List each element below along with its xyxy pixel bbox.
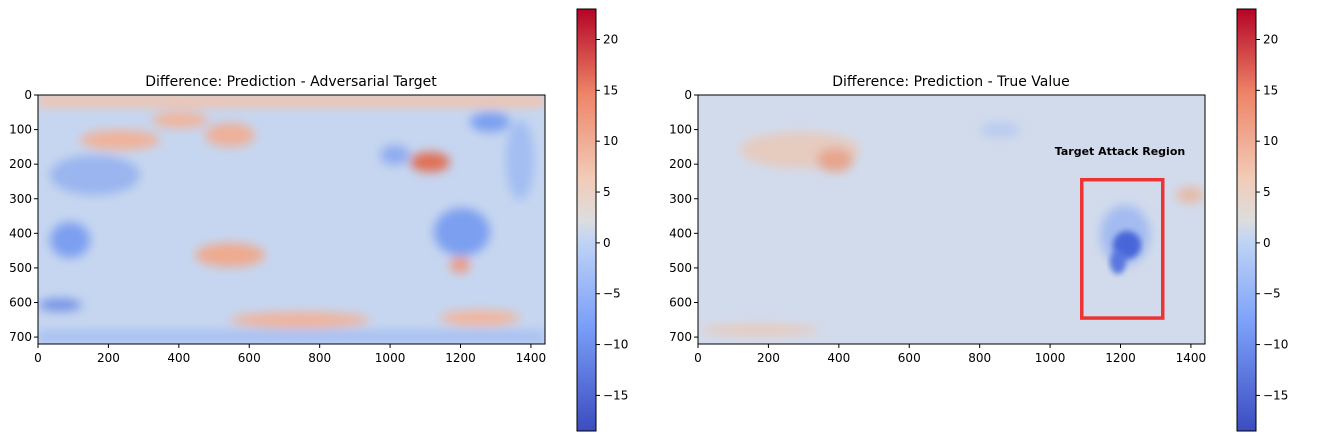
y-tick-label: 700 [9,330,32,344]
y-tick-label: 300 [9,192,32,206]
colorbar-tick-label: −5 [1263,287,1281,301]
colorbar-tick-label: 5 [1263,185,1271,199]
colorbar-tick-label: 15 [603,83,618,97]
y-tick-label: 300 [669,192,692,206]
x-tick-label: 600 [898,351,921,365]
colorbar-tick-label: −15 [603,388,628,402]
x-tick-label: 200 [757,351,780,365]
target-attack-region-box [1080,177,1165,320]
y-tick-label: 600 [669,296,692,310]
colorbar-tick-label: 20 [603,33,618,47]
panel-1-x-ticks: 0 200 400 600 800 1000 1200 1400 [34,344,546,365]
colorbar-tick-label: 0 [603,236,611,250]
y-tick-label: 100 [669,123,692,137]
x-tick-label: 1400 [1176,351,1207,365]
colorbar-tick-label: 10 [603,134,618,148]
x-tick-label: 1400 [516,351,547,365]
colorbar-tick-label: 20 [1263,33,1278,47]
x-tick-label: 800 [308,351,331,365]
x-tick-label: 800 [968,351,991,365]
colorbar-tick-label: 15 [1263,83,1278,97]
panel-2-y-ticks: 0 100 200 300 400 500 600 700 [669,88,698,344]
y-tick-label: 100 [9,123,32,137]
colorbar-tick-label: 5 [603,185,611,199]
panel-2: Difference: Prediction - True Value Targ… [669,8,1288,432]
y-tick-label: 200 [669,157,692,171]
y-tick-label: 0 [684,88,692,102]
panel-2-title: Difference: Prediction - True Value [832,74,1069,90]
colorbar-tick-label: 10 [1263,134,1278,148]
y-tick-label: 0 [24,88,32,102]
x-tick-label: 600 [238,351,261,365]
panel-1-colorbar-gradient [576,8,597,432]
y-tick-label: 600 [9,296,32,310]
panel-2-colorbar-ticks: −15 −10 −5 0 5 10 15 20 [1256,33,1288,402]
x-tick-label: 1200 [1105,351,1136,365]
x-tick-label: 0 [694,351,702,365]
x-tick-label: 1000 [375,351,406,365]
panel-1-heatmap [38,95,545,344]
x-tick-label: 1200 [445,351,476,365]
colorbar-tick-label: −10 [603,338,628,352]
panel-1: Difference: Prediction - Adversarial Tar… [9,8,628,432]
colorbar-tick-label: −10 [1263,338,1288,352]
panel-1-y-ticks: 0 100 200 300 400 500 600 700 [9,88,38,344]
y-tick-label: 400 [669,226,692,240]
colorbar-tick-label: 0 [1263,236,1271,250]
x-tick-label: 400 [167,351,190,365]
x-tick-label: 200 [97,351,120,365]
x-tick-label: 400 [827,351,850,365]
x-tick-label: 0 [34,351,42,365]
panel-1-colorbar: −15 −10 −5 0 5 10 15 20 [576,8,628,432]
y-tick-label: 500 [9,261,32,275]
target-attack-region-label: Target Attack Region [1055,145,1185,158]
panel-2-heatmap [698,95,1205,344]
panel-1-colorbar-ticks: −15 −10 −5 0 5 10 15 20 [596,33,628,402]
panel-2-colorbar: −15 −10 −5 0 5 10 15 20 [1236,8,1288,432]
x-tick-label: 1000 [1035,351,1066,365]
colorbar-tick-label: −5 [603,287,621,301]
colorbar-tick-label: −15 [1263,388,1288,402]
y-tick-label: 500 [669,261,692,275]
y-tick-label: 200 [9,157,32,171]
y-tick-label: 700 [669,330,692,344]
panel-1-title: Difference: Prediction - Adversarial Tar… [145,74,437,90]
panel-2-x-ticks: 0 200 400 600 800 1000 1200 1400 [694,344,1206,365]
y-tick-label: 400 [9,226,32,240]
panel-2-colorbar-gradient [1236,8,1257,432]
